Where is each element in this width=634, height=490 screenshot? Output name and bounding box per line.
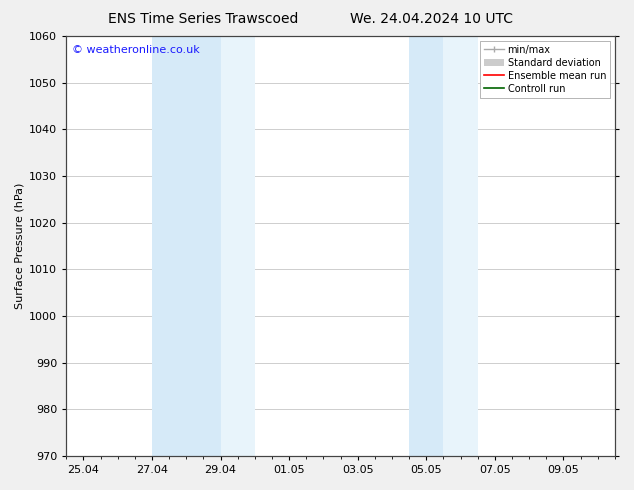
Bar [152,36,221,456]
Bar [221,36,255,456]
Bar [409,36,443,456]
Text: © weatheronline.co.uk: © weatheronline.co.uk [72,45,200,54]
Text: ENS Time Series Trawscoed: ENS Time Series Trawscoed [108,12,298,26]
Text: We. 24.04.2024 10 UTC: We. 24.04.2024 10 UTC [349,12,513,26]
Bar [443,36,477,456]
Legend: min/max, Standard deviation, Ensemble mean run, Controll run: min/max, Standard deviation, Ensemble me… [481,41,610,98]
Y-axis label: Surface Pressure (hPa): Surface Pressure (hPa) [15,183,25,309]
